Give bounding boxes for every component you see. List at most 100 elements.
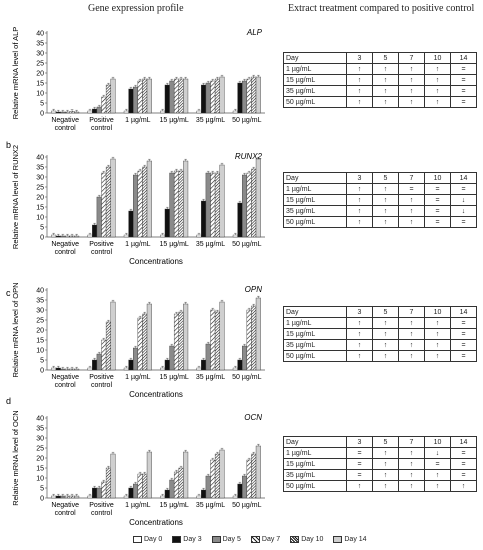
bar	[92, 487, 98, 499]
y-tick-label: 25	[36, 446, 44, 453]
bar	[201, 84, 207, 114]
bar	[92, 224, 98, 238]
y-tick-label: 20	[36, 456, 44, 463]
bar	[246, 309, 252, 371]
bar	[137, 473, 143, 499]
x-tick-label: control	[91, 382, 112, 389]
bar	[123, 234, 129, 238]
table-cell: =	[424, 458, 451, 470]
bar	[55, 235, 61, 238]
bar	[146, 451, 152, 499]
bar	[142, 473, 148, 499]
bar	[251, 76, 257, 114]
table-cell: =	[450, 339, 477, 351]
y-tick-label: 10	[36, 215, 44, 222]
right-header: Extract treatment compared to positive c…	[288, 3, 475, 14]
bar	[64, 235, 70, 238]
bar	[101, 172, 107, 238]
bar	[87, 110, 93, 114]
table-cell: ↑	[346, 183, 373, 195]
table-header-cell: 7	[398, 436, 425, 448]
bar	[214, 311, 220, 371]
table-cell: =	[398, 183, 425, 195]
row-label: 35 µg/mL	[283, 339, 347, 351]
bar	[183, 160, 189, 238]
treatment-table-b: Day 3 5 7 10 14 1 µg/mL ↑ ↑ = = = 15 µg/mL ↑ ↑ ↑ = ↓ 35 µg…	[283, 172, 477, 228]
bar	[69, 495, 75, 499]
table-row: 1 µg/mL ↑ ↑ ↑ ↑ =	[283, 317, 477, 329]
y-axis-label: Relative mRNA level of RUNX2	[11, 145, 20, 249]
bar	[201, 489, 207, 499]
x-tick-label: 15 µg/mL	[160, 374, 189, 381]
x-tick-label: Positive	[89, 502, 114, 509]
table-header-cell: 14	[450, 436, 477, 448]
bar	[232, 234, 238, 238]
table-row: 50 µg/mL ↑ ↑ ↑ ↑ =	[283, 96, 477, 108]
table-cell: ↑	[346, 480, 373, 492]
table-cell: ↑	[346, 350, 373, 362]
x-tick-label: 1 µg/mL	[125, 117, 151, 124]
table-cell: ↑	[398, 339, 425, 351]
bar	[246, 78, 252, 114]
legend-item-day5: Day 5	[211, 536, 241, 543]
table-cell: ↑	[372, 96, 399, 108]
table-header-cell: 7	[398, 306, 425, 318]
chart-panel-d: d 0 5 10 15 20 25 30 35 40 Relative mRNA level of …	[6, 396, 265, 527]
panel-letter: b	[6, 140, 11, 150]
bar	[55, 367, 61, 371]
table-row: 15 µg/mL ↑ ↑ ↑ = ↓	[283, 194, 477, 206]
table-cell: =	[450, 328, 477, 340]
bar	[160, 110, 166, 114]
table-row: 15 µg/mL ↑ ↑ ↑ ↑ =	[283, 328, 477, 340]
bar	[55, 111, 61, 114]
row-label: 1 µg/mL	[283, 447, 347, 459]
table-cell: ↑	[346, 194, 373, 206]
table-header-row: Day 3 5 7 10 14	[283, 172, 477, 184]
table-cell: =	[450, 85, 477, 97]
table-row: 35 µg/mL ↑ ↑ ↑ ↑ =	[283, 85, 477, 97]
bar	[74, 495, 80, 499]
y-tick-label: 15	[36, 466, 44, 473]
y-tick-label: 20	[36, 71, 44, 78]
table-cell: =	[450, 469, 477, 481]
table-row: 1 µg/mL = ↑ ↑ ↓ =	[283, 447, 477, 459]
bar	[69, 235, 75, 238]
bar	[137, 170, 143, 238]
table-cell: ↓	[450, 205, 477, 217]
table-cell: ↑	[424, 85, 451, 97]
table-header-cell: Day	[283, 306, 347, 318]
table-cell: ↑	[424, 469, 451, 481]
row-label: 50 µg/mL	[283, 216, 347, 228]
y-tick-label: 25	[36, 61, 44, 68]
bar	[105, 467, 111, 499]
chart-title: ALP	[246, 28, 263, 37]
table-row: 15 µg/mL = ↑ ↑ = =	[283, 458, 477, 470]
y-tick-label: 10	[36, 348, 44, 355]
bar	[110, 453, 116, 499]
table-cell: ↑	[424, 328, 451, 340]
table-cell: =	[346, 469, 373, 481]
table-header-cell: 3	[346, 172, 373, 184]
table-header-cell: 3	[346, 52, 373, 64]
table-cell: =	[346, 458, 373, 470]
bar	[237, 483, 243, 499]
y-tick-label: 20	[36, 328, 44, 335]
legend-label: Day 0	[144, 536, 163, 543]
y-tick-label: 5	[40, 225, 44, 232]
legend-swatch-day3	[172, 536, 182, 543]
table-cell: =	[450, 96, 477, 108]
y-tick-label: 15	[36, 338, 44, 345]
table-cell: ↑	[398, 469, 425, 481]
bar	[110, 301, 116, 371]
table-cell: =	[450, 458, 477, 470]
x-tick-label: 1 µg/mL	[125, 502, 151, 509]
bar	[242, 475, 248, 499]
row-label: 35 µg/mL	[283, 205, 347, 217]
bar	[178, 78, 184, 114]
table-header-cell: 10	[424, 436, 451, 448]
bar	[101, 339, 107, 371]
bar	[60, 495, 66, 499]
bar	[142, 313, 148, 371]
treatment-table-a: Day 3 5 7 10 14 1 µg/mL ↑ ↑ ↑ ↑ = 15 µg/mL ↑ ↑ ↑ ↑ = 35 µg…	[283, 52, 477, 108]
